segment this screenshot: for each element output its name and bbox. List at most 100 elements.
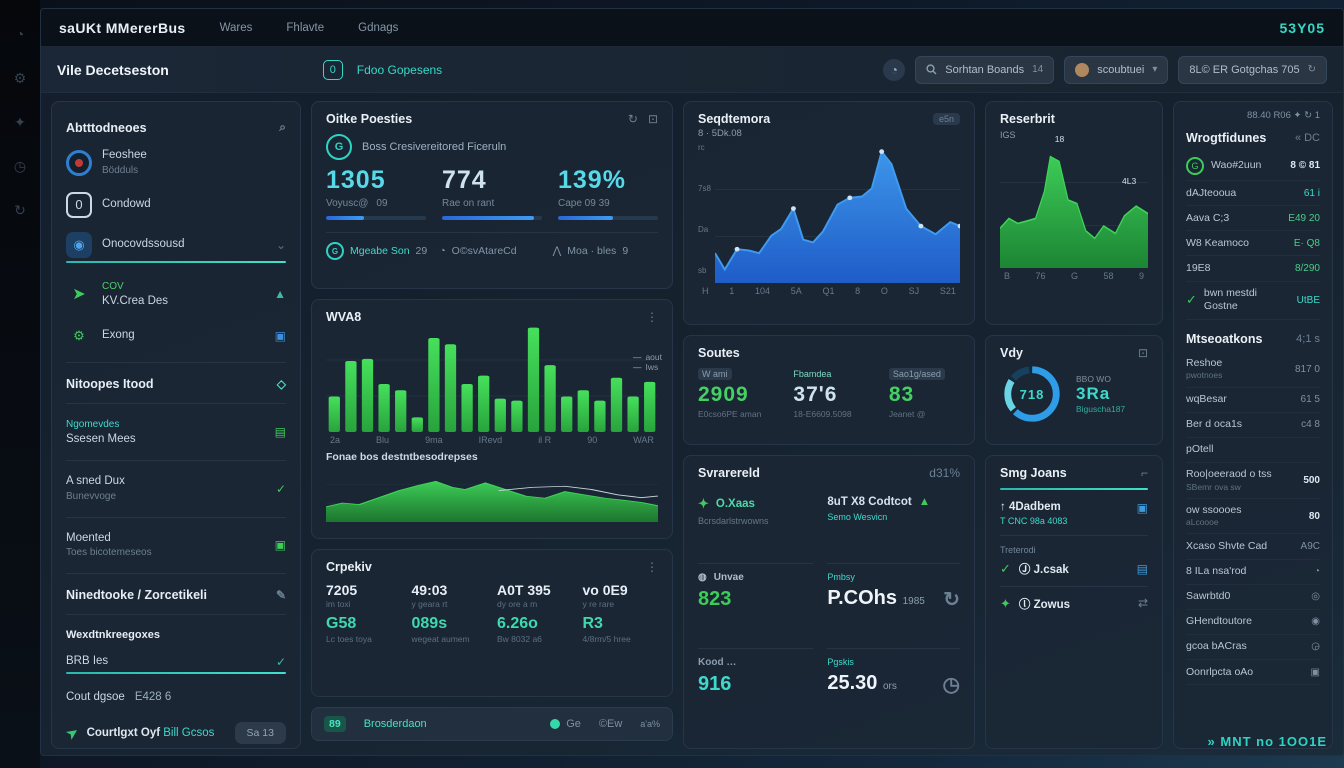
panel-row[interactable]: Roo|oeeraod o tss SBemr ova sw 500	[1186, 463, 1320, 499]
overview-footer-3[interactable]: ⋀ Moa · bles 9	[552, 245, 629, 257]
panel-row[interactable]: W8 Keamoco E· Q8	[1186, 231, 1320, 257]
row-label: ow ssoooes aLcoooe	[1186, 504, 1242, 528]
sidebar-section-title-3[interactable]: Ninedtooke / Zorcetikeli ✎	[66, 588, 286, 603]
smg-item-3[interactable]: ✦ ⓛ Zowus ⇄	[1000, 596, 1148, 611]
panel-row[interactable]: wqBesar 61 5	[1186, 388, 1320, 413]
top-tab-2[interactable]: Fhlavte	[286, 21, 325, 34]
panel-row[interactable]: dAJteooua 61 i	[1186, 181, 1320, 207]
panel-row[interactable]: GHendtoutore ◉	[1186, 610, 1320, 635]
header-badge-icon[interactable]: 0	[322, 59, 343, 80]
panel-row[interactable]: 8 ILa nsa'rod ◔	[1186, 560, 1320, 585]
clock-icon: ◔	[439, 245, 446, 257]
overview-footer-1[interactable]: G Mgeabe Son 29	[326, 242, 431, 260]
active-indicator	[66, 260, 286, 263]
header-link[interactable]: Fdoo Gopesens	[356, 62, 443, 77]
sidebar-item-onocov[interactable]: ◉ Onocovdssousd ⌄	[66, 225, 286, 272]
top-tab-3[interactable]: Gdnags	[358, 21, 399, 34]
app-window: saUKt MMererBus Wares Fhlavte Gdnags 53Y…	[40, 8, 1344, 756]
green-area-chart[interactable]	[1000, 140, 1148, 268]
row-label: Sawrbtd0	[1186, 590, 1231, 603]
panel-row[interactable]: ✓ bwn mestdi Gostne UtBE	[1186, 282, 1320, 320]
sv-item-pgskis[interactable]: Pgskis 25.30 ors ◷	[827, 657, 960, 697]
bracket-icon[interactable]: ⌐	[1140, 466, 1148, 480]
send-icon: ➤	[62, 723, 83, 745]
y-axis-tick: Da	[698, 225, 709, 234]
smg-item-1[interactable]: ↑ 4Dadbem T CNC 98a 4083 ▣	[1000, 492, 1148, 536]
sidebar-item-condowd[interactable]: 0 Condowd	[66, 185, 286, 225]
swap-icon[interactable]: ⇄	[1137, 596, 1148, 610]
blue-area-chart[interactable]	[714, 143, 960, 283]
activity-chart-card: WVA8 ⋮ aout Iws 2a Blu 9ma IRevd il R 90 WAR F…	[311, 299, 673, 539]
refresh-icon[interactable]: ↻	[627, 112, 638, 126]
expand-icon[interactable]: ⊡	[1137, 346, 1148, 360]
stat-cell: 7205 im toxi G58 Lc toes toya	[326, 582, 372, 644]
number-badge-icon: 0	[66, 191, 92, 218]
row-label: Aava C;3	[1186, 211, 1230, 224]
sv-item-oxaas[interactable]: ✦ O.Xaas Bcrsdarlstrwowns	[698, 488, 814, 564]
row-value: E· Q8	[1293, 237, 1320, 249]
row-label: 8 ILa nsa'rod	[1186, 565, 1247, 577]
org-avatar-icon: G	[326, 134, 352, 160]
panel-row[interactable]: 19E8 8/290	[1186, 256, 1320, 282]
sidebar-item-feoshee[interactable]: Feoshee Bödduls	[66, 141, 286, 185]
overview-footer-2[interactable]: ◔ O©svAtareCd	[439, 245, 517, 257]
row-label: Oonrlpcta oAo	[1186, 665, 1254, 678]
sidebar-item-moented[interactable]: Moented Toes bicotemeseos ▣	[66, 531, 286, 559]
panel-row[interactable]: Reshoe pwotnoes 817 0	[1186, 352, 1320, 388]
progress-bar	[558, 216, 658, 220]
panel-row[interactable]: G Wao#2uun 8 © 81	[1186, 151, 1320, 181]
sidebar-section-title-4: Wexdtnkreegoxes	[66, 629, 160, 642]
sidebar-item-exong[interactable]: ⚙ Exong ▣	[66, 316, 286, 356]
panel-row[interactable]: Ber d oca1s c4 8	[1186, 413, 1320, 438]
panel-row[interactable]: Sawrbtd0 ◎	[1186, 585, 1320, 610]
broadcast-bar[interactable]: 89 Brosderdaon Ge ©Ew a'a%	[311, 707, 673, 741]
panel-row[interactable]: pOtell	[1186, 438, 1320, 463]
panel-row[interactable]: ow ssoooes aLcoooe 80	[1186, 499, 1320, 535]
sv-item-unvae[interactable]: ◍ Unvae 823	[698, 564, 814, 650]
sv-item-kood[interactable]: Kood … 916	[698, 657, 737, 696]
sidebar-item-kvcrea[interactable]: ➤ COV KV.Crea Des ▲	[66, 272, 286, 316]
chat-icon[interactable]: ▣	[1136, 501, 1148, 515]
more-icon[interactable]: ⋮	[646, 560, 658, 574]
row-label: Ber d oca1s	[1186, 418, 1243, 431]
user-menu[interactable]: scoubtuei ▾	[1064, 55, 1169, 84]
more-icon[interactable]: ⋮	[646, 310, 658, 324]
panel-row[interactable]: Oonrlpcta oAo ▣	[1186, 660, 1320, 686]
row-value: 8 © 81	[1290, 160, 1320, 171]
bar-chart[interactable]	[326, 324, 658, 432]
panel-row[interactable]: Xcaso Shvte Cad A9C	[1186, 534, 1320, 560]
donut-side-stats: BBO WO 3Ra Biguscha187	[1076, 374, 1126, 414]
refresh-icon[interactable]: ↻	[943, 588, 960, 611]
tray-app-icon-5[interactable]: ↻	[14, 202, 26, 218]
environment-selector[interactable]: 8L© ER Gotgchas 705 ↻	[1178, 55, 1327, 84]
panel-row[interactable]: Aava C;3 E49 20	[1186, 206, 1320, 232]
tray-app-icon-2[interactable]: ⚙	[13, 70, 27, 86]
axis-tick: 5A	[790, 286, 802, 296]
pencil-icon[interactable]: ✎	[275, 588, 286, 603]
expand-icon[interactable]: ⊡	[647, 112, 658, 126]
trend-area-chart[interactable]	[326, 466, 658, 522]
tray-app-icon-1[interactable]: ◔	[15, 26, 25, 42]
sv-item-codtcot[interactable]: 8uT X8 Codtcot ▲ Semo Wesvicn	[827, 488, 960, 564]
arrow-up-icon: ▲	[918, 496, 931, 508]
globe-icon[interactable]: ◔	[883, 58, 906, 81]
tray-app-icon-3[interactable]: ✦	[14, 114, 26, 130]
sidebar-item-sneddux[interactable]: A sned Dux Bunevvoge ✓	[66, 474, 286, 502]
sidebar-footer-button[interactable]: Sa 13	[234, 722, 286, 745]
check-icon: ✓	[1186, 292, 1197, 308]
top-tab-1[interactable]: Wares	[219, 21, 253, 34]
sidebar-item-coutdgsoe[interactable]: Cout dgsoe E428 6	[66, 691, 172, 704]
panel-row[interactable]: gcoa bACras ◶	[1186, 635, 1320, 660]
refresh-icon[interactable]: ↻	[1307, 64, 1316, 75]
sidebar-item-ssesen[interactable]: Ngomevdes Ssesen Mees ▤	[66, 418, 286, 445]
search-value: Sorhtan Boands	[945, 63, 1025, 76]
axis-tick: 8	[855, 286, 861, 296]
search-icon[interactable]: ⌕	[279, 120, 286, 134]
sidebar-item-brbies[interactable]: BRB Ies ✓	[66, 647, 286, 683]
sv-item-pmbsy[interactable]: Pmbsy P.COhs 1985 ↻	[827, 564, 960, 650]
tray-app-icon-4[interactable]: ◷	[13, 158, 27, 174]
panel-icon[interactable]: ▤	[1136, 562, 1148, 576]
search-input[interactable]: Sorhtan Boands 14	[915, 55, 1055, 84]
donut-chart[interactable]: 718	[1000, 362, 1064, 426]
smg-item-2[interactable]: Treterodi ✓ Ⓙ J.csak ▤	[1000, 536, 1148, 587]
